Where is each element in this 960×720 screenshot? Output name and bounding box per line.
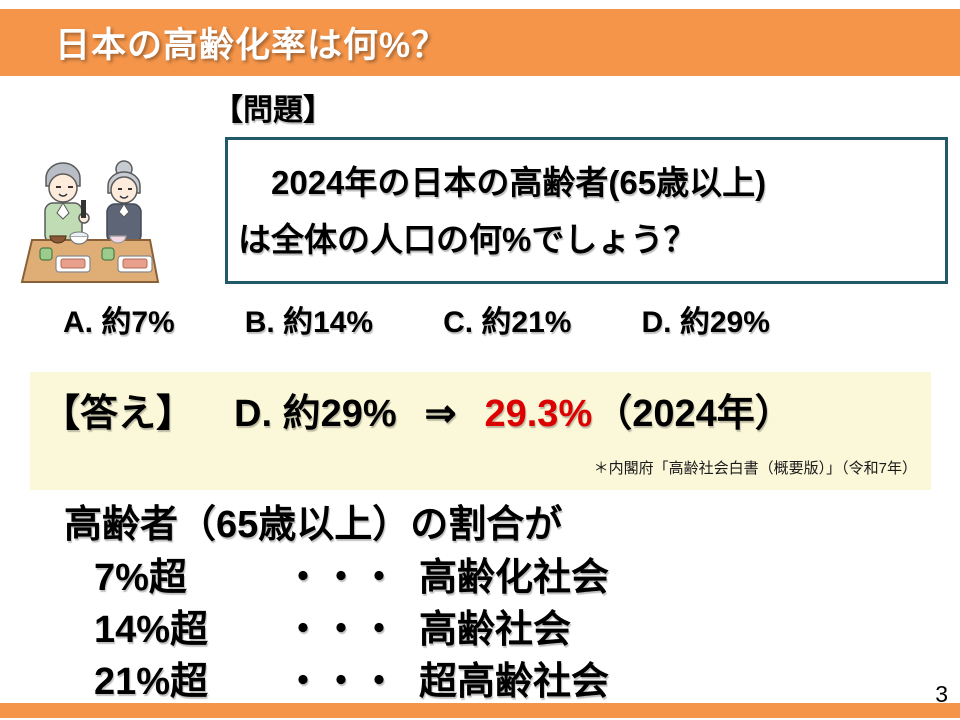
society-name: 超高齢社会 (419, 661, 610, 703)
title-banner: 日本の高齢化率は何%？ (0, 9, 960, 76)
elderly-couple-eating-illustration (18, 156, 164, 286)
answer-line: 【答え】 D. 約29% ⇒ 29.3% （2024年） (42, 382, 793, 437)
option-b: B. 約14% (244, 306, 374, 339)
option-d: D. 約29% (641, 306, 770, 339)
definition-row-aging: 7%超 ・・・ 高齢化社会 (94, 552, 924, 604)
threshold: 21%超 (94, 661, 209, 703)
page-number: 3 (935, 681, 948, 707)
question-box: 2024年の日本の高齢者(65歳以上) は全体の人口の何%でしょう？ (225, 137, 948, 284)
definition-row-aged: 14%超 ・・・ 高齢社会 (94, 604, 924, 656)
tableware (39, 231, 153, 273)
double-arrow-icon: ⇒ (424, 393, 457, 435)
grandma-figure (106, 160, 142, 244)
dots: ・・・ (284, 609, 399, 651)
definitions-block: 高齢者（65歳以上）の割合が 7%超 ・・・ 高齢化社会 14%超 ・・・ 高齢… (64, 499, 924, 708)
options-row: A. 約7% B. 約14% C. 約21% D. 約29% (63, 297, 923, 341)
footer-accent-bar (0, 703, 960, 718)
society-name: 高齢社会 (419, 609, 572, 651)
dots: ・・・ (284, 557, 399, 599)
definitions-heading: 高齢者（65歳以上）の割合が (64, 504, 563, 546)
definition-row-super-aged: 21%超 ・・・ 超高齢社会 (94, 656, 924, 708)
option-a: A. 約7% (63, 306, 175, 339)
answer-value: 29.3% (484, 393, 593, 435)
option-c: C. 約21% (443, 306, 572, 339)
society-name: 高齢化社会 (419, 557, 610, 599)
answer-year: （2024年） (594, 393, 793, 435)
answer-label: 【答え】 (42, 393, 195, 435)
slide-title: 日本の高齢化率は何%？ (55, 26, 448, 65)
question-line-2: は全体の人口の何%でしょう？ (238, 221, 697, 258)
threshold: 7%超 (94, 557, 187, 599)
answer-choice: D. 約29% (234, 393, 397, 435)
answer-box: 【答え】 D. 約29% ⇒ 29.3% （2024年） ＊内閣府「高齢社会白書… (30, 372, 931, 490)
source-citation: ＊内閣府「高齢社会白書（概要版）」（令和7年） (593, 460, 917, 477)
question-line-1: 2024年の日本の高齢者(65歳以上) (238, 164, 767, 201)
question-label: 【問題】 (213, 94, 333, 127)
dots: ・・・ (284, 661, 399, 703)
threshold: 14%超 (94, 609, 209, 651)
grandpa-figure (44, 162, 90, 244)
